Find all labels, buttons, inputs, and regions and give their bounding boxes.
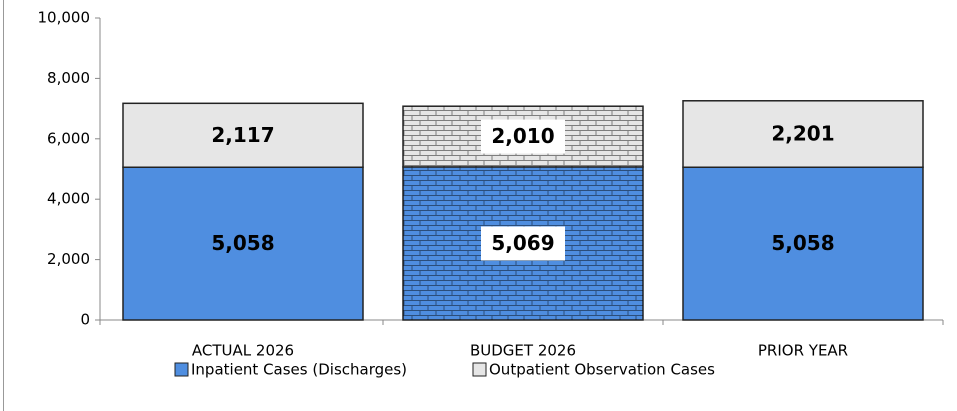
value-label: 5,058	[771, 231, 834, 255]
y-tick-label: 6,000	[47, 129, 90, 147]
value-label: 5,058	[211, 231, 274, 255]
value-label: 2,010	[491, 124, 554, 148]
value-label: 2,117	[211, 123, 274, 147]
value-label: 2,201	[771, 122, 834, 146]
bar-segment	[122, 102, 364, 168]
y-tick-label: 0	[80, 311, 90, 329]
y-tick-label: 8,000	[47, 69, 90, 87]
x-tick-label: PRIOR YEAR	[758, 342, 848, 360]
x-tick-label: BUDGET 2026	[470, 342, 576, 360]
y-tick-label: 10,000	[38, 9, 91, 27]
bar-segment	[122, 166, 364, 321]
legend-swatch	[472, 362, 487, 377]
x-tick-label: ACTUAL 2026	[192, 342, 294, 360]
value-label-box	[481, 226, 565, 261]
legend-label: Outpatient Observation Cases	[489, 361, 715, 379]
bar-segment	[682, 166, 924, 321]
legend-label: Inpatient Cases (Discharges)	[191, 361, 407, 379]
value-label: 5,069	[491, 231, 554, 255]
legend-swatch	[174, 362, 189, 377]
y-tick-label: 2,000	[47, 250, 90, 268]
value-label-box	[481, 119, 565, 154]
bar-segment	[682, 100, 924, 168]
y-tick-label: 4,000	[47, 190, 90, 208]
